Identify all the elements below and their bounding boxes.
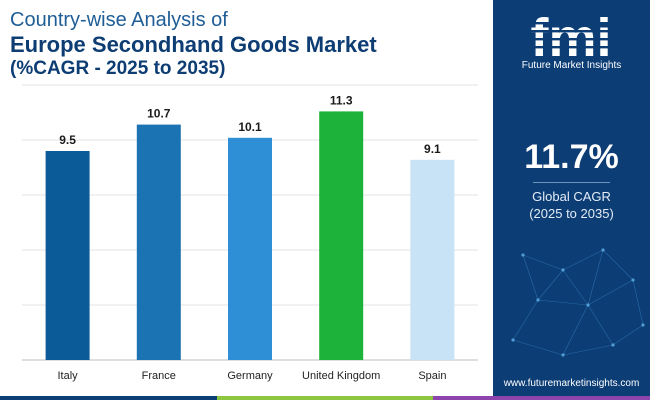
logo-subtitle: Future Market Insights [521,60,622,71]
cagr-label-line-2: (2025 to 2035) [529,206,614,221]
value-label: 11.3 [330,93,353,107]
bar-spain [410,159,455,360]
bar-france [136,124,181,360]
bars [45,111,455,361]
value-label: 10.7 [147,107,171,121]
global-cagr-label: Global CAGR (2025 to 2035) [493,188,650,222]
global-cagr-value: 11.7% [524,138,619,176]
stripe-segment-3 [433,396,650,400]
title-line-2: Europe Secondhand Goods Market [10,32,377,57]
value-label: 10.1 [238,120,262,134]
network-decoration-icon [511,248,645,357]
x-tick-label: Spain [418,370,446,382]
value-labels: 9.5 10.7 10.1 11.3 9.1 [59,93,441,155]
x-tick-label: Italy [58,370,79,382]
stripe-segment-1 [0,396,217,400]
value-label: 9.5 [59,133,76,147]
cagr-divider [533,182,610,183]
title-line-3: (%CAGR - 2025 to 2035) [10,58,226,79]
title-line-1: Country-wise Analysis of [10,9,228,31]
bar-united-kingdom [319,111,364,361]
x-tick-label: Germany [227,370,273,382]
x-tick-label: France [142,370,176,382]
chart-title: Country-wise Analysis of Europe Secondha… [10,8,480,80]
bar-chart: 9.5 10.7 10.1 11.3 9.1 Italy France Germany Uni… [22,84,478,382]
side-panel: fmi Future Market Insights 11.7% Global … [493,0,650,400]
x-tick-label: United Kingdom [302,370,380,382]
value-label: 9.1 [424,142,441,156]
bar-italy [45,151,90,360]
stripe-segment-2 [216,396,434,400]
website-link[interactable]: www.futuremarketinsights.com [503,378,640,389]
logo-text: fmi [531,8,612,62]
bar-germany [228,137,272,360]
bottom-stripe [0,396,650,400]
x-tick-labels: Italy France Germany United Kingdom Spain [58,370,447,382]
fmi-logo-icon: fmi [519,8,623,62]
cagr-label-line-1: Global CAGR [532,189,611,204]
